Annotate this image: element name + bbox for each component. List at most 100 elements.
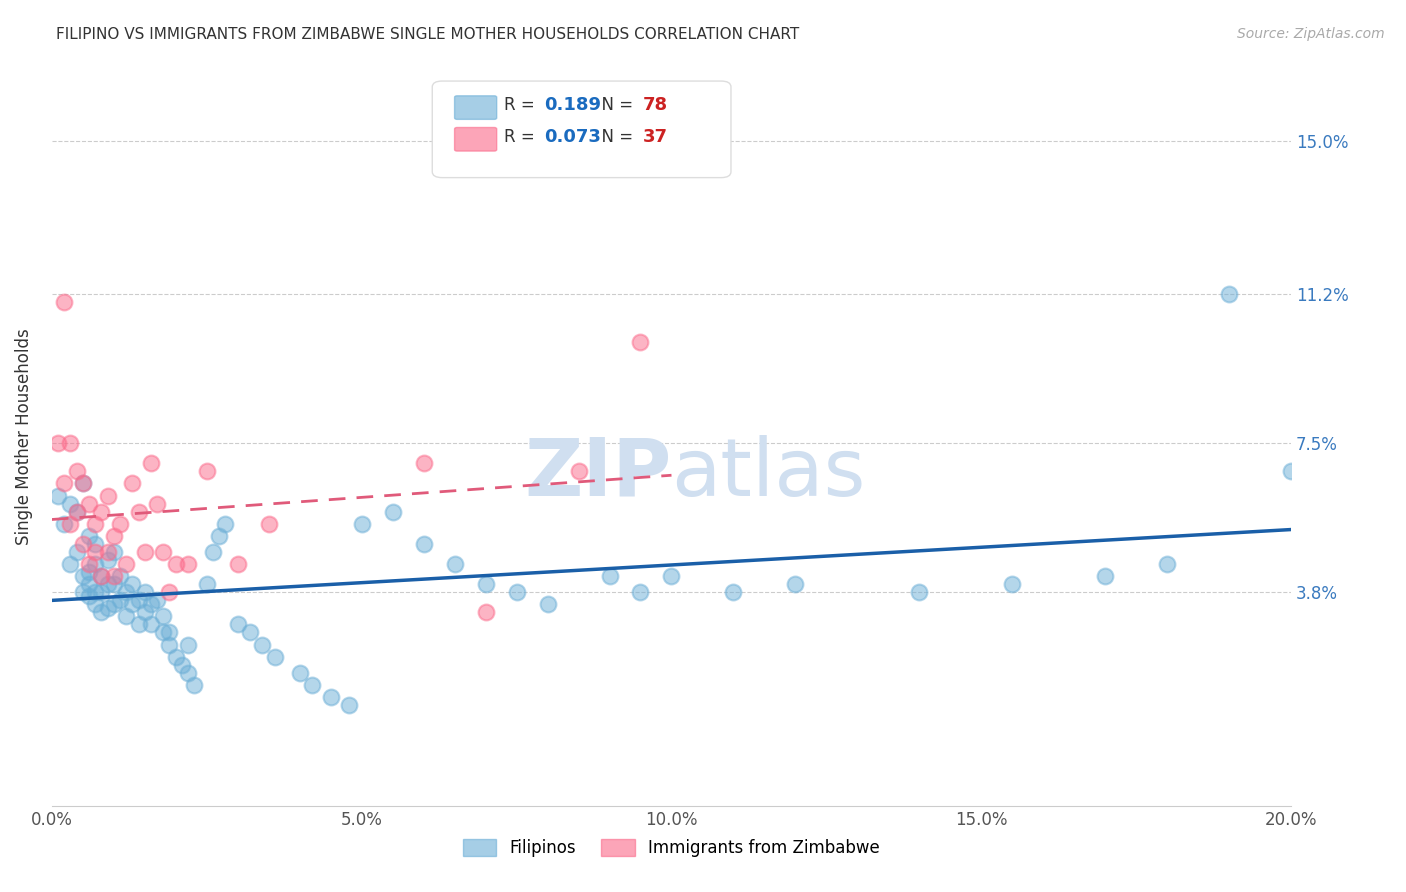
Point xyxy=(103,569,125,583)
Point xyxy=(908,585,931,599)
Point xyxy=(115,609,138,624)
Point xyxy=(381,505,404,519)
Point xyxy=(103,597,125,611)
Point xyxy=(134,545,156,559)
Point xyxy=(128,505,150,519)
Point xyxy=(723,585,745,599)
Point xyxy=(53,295,76,310)
Point xyxy=(72,476,94,491)
Point xyxy=(257,516,280,531)
Legend: Filipinos, Immigrants from Zimbabwe: Filipinos, Immigrants from Zimbabwe xyxy=(457,832,887,863)
Point xyxy=(103,529,125,543)
Text: Source: ZipAtlas.com: Source: ZipAtlas.com xyxy=(1237,27,1385,41)
Point xyxy=(146,497,169,511)
Point xyxy=(252,638,274,652)
Point xyxy=(72,476,94,491)
Point xyxy=(301,678,323,692)
Point xyxy=(134,585,156,599)
Point xyxy=(152,545,174,559)
Point xyxy=(1156,557,1178,571)
FancyBboxPatch shape xyxy=(432,81,731,178)
Point xyxy=(77,557,100,571)
Point xyxy=(536,597,558,611)
Point xyxy=(239,625,262,640)
Point xyxy=(170,657,193,672)
Point xyxy=(443,557,465,571)
Point xyxy=(177,638,200,652)
Point xyxy=(121,597,143,611)
Point xyxy=(152,625,174,640)
Point xyxy=(72,569,94,583)
Point xyxy=(567,464,589,478)
Point xyxy=(165,557,187,571)
Point xyxy=(96,553,118,567)
Point xyxy=(121,476,143,491)
Point xyxy=(59,516,82,531)
Point xyxy=(77,589,100,603)
Text: ZIP: ZIP xyxy=(524,435,672,513)
Point xyxy=(146,593,169,607)
Point xyxy=(226,617,249,632)
Point xyxy=(108,516,131,531)
Point xyxy=(59,436,82,450)
Point xyxy=(1094,569,1116,583)
Point xyxy=(46,436,69,450)
Point xyxy=(152,609,174,624)
Text: 37: 37 xyxy=(643,128,668,146)
Point xyxy=(505,585,527,599)
Point xyxy=(139,597,162,611)
Point xyxy=(115,585,138,599)
Point xyxy=(59,497,82,511)
Point xyxy=(96,545,118,559)
Text: R =: R = xyxy=(505,128,540,146)
Point xyxy=(90,569,112,583)
Point xyxy=(128,593,150,607)
Point xyxy=(72,585,94,599)
Point xyxy=(139,617,162,632)
Point xyxy=(474,605,496,619)
Point xyxy=(337,698,360,712)
Point xyxy=(46,489,69,503)
Text: 0.189: 0.189 xyxy=(544,96,600,114)
Point xyxy=(630,585,652,599)
Text: N =: N = xyxy=(591,96,638,114)
Point xyxy=(214,516,236,531)
Point xyxy=(77,565,100,579)
Point xyxy=(96,577,118,591)
Point xyxy=(177,557,200,571)
Text: R =: R = xyxy=(505,96,540,114)
Point xyxy=(134,605,156,619)
Point xyxy=(84,537,107,551)
Point xyxy=(630,335,652,350)
Point xyxy=(661,569,683,583)
Point xyxy=(412,537,434,551)
Point xyxy=(90,585,112,599)
Point xyxy=(77,497,100,511)
Point xyxy=(84,597,107,611)
Point xyxy=(103,545,125,559)
Point xyxy=(1279,464,1302,478)
Point xyxy=(226,557,249,571)
Text: atlas: atlas xyxy=(672,435,866,513)
Point xyxy=(183,678,205,692)
Point xyxy=(288,665,311,680)
Point xyxy=(72,537,94,551)
Y-axis label: Single Mother Households: Single Mother Households xyxy=(15,329,32,546)
Point xyxy=(65,464,87,478)
Point xyxy=(77,577,100,591)
Point xyxy=(84,557,107,571)
Point xyxy=(159,638,181,652)
Text: N =: N = xyxy=(591,128,638,146)
Point xyxy=(108,569,131,583)
FancyBboxPatch shape xyxy=(454,128,496,151)
Point xyxy=(65,505,87,519)
Point xyxy=(53,476,76,491)
Point xyxy=(121,577,143,591)
Point xyxy=(177,665,200,680)
Text: FILIPINO VS IMMIGRANTS FROM ZIMBABWE SINGLE MOTHER HOUSEHOLDS CORRELATION CHART: FILIPINO VS IMMIGRANTS FROM ZIMBABWE SIN… xyxy=(56,27,800,42)
Point xyxy=(1001,577,1024,591)
Point xyxy=(195,577,218,591)
Point xyxy=(84,516,107,531)
Point xyxy=(108,593,131,607)
Point xyxy=(350,516,373,531)
